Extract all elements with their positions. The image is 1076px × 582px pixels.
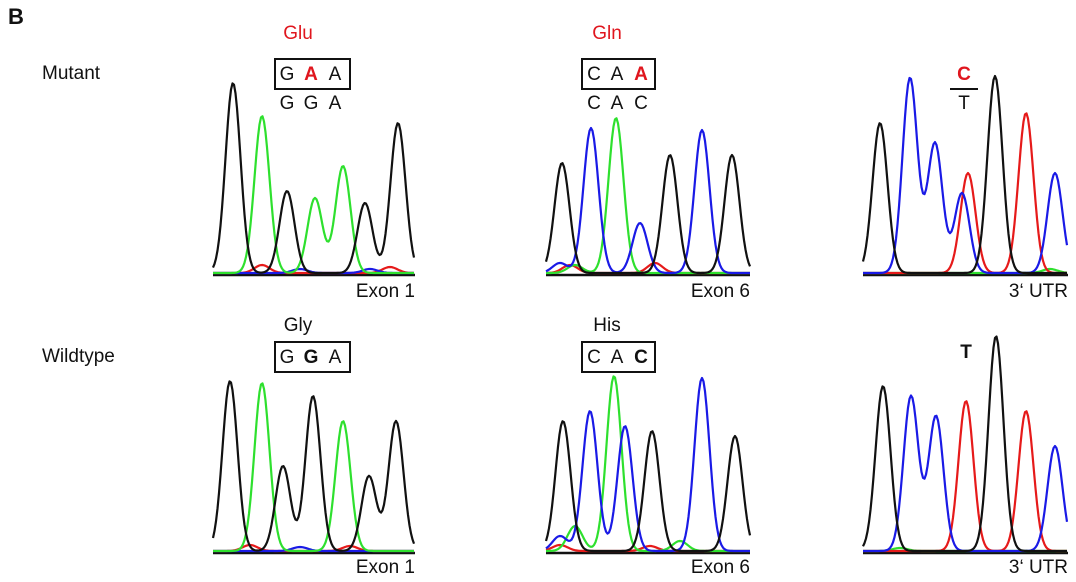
trace [546,421,750,551]
region-label: Exon 1 [356,557,415,578]
reference-base: G [304,93,319,114]
reference-base: T [958,93,970,114]
codon-base: A [329,347,342,368]
panel-label: B [8,4,24,29]
region-label: Exon 1 [356,281,415,302]
codon-base: C [587,64,601,85]
reference-base: G [280,93,295,114]
base: T [960,342,972,363]
variant-base: C [957,64,971,85]
region-label: 3‘ UTR [1009,281,1068,302]
codon-base: A [611,347,624,368]
codon-base: A [634,64,648,85]
region-label: Exon 6 [691,557,750,578]
reference-base: C [634,93,648,114]
codon-base: G [280,64,295,85]
codon-base: G [280,347,295,368]
amino-acid: Glu [283,23,313,44]
reference-base: A [329,93,342,114]
reference-base: A [611,93,624,114]
trace [863,401,1067,551]
codon-base: C [587,347,601,368]
trace [863,337,1067,552]
trace [213,381,414,550]
amino-acid: Gly [284,315,313,336]
codon-base: A [611,64,624,85]
row-label: Mutant [42,63,101,84]
trace [863,396,1067,552]
chromatograms [213,76,1068,553]
amino-acid: His [593,315,620,336]
reference-base: C [587,93,601,114]
region-label: 3‘ UTR [1009,557,1068,578]
amino-acid: Gln [592,23,622,44]
figure: B Mutant Wildtype Glu G A A G G A Exon 1… [0,0,1076,582]
codon-base: A [304,64,318,85]
codon-base: A [329,64,342,85]
region-label: Exon 6 [691,281,750,302]
trace [546,155,750,273]
codon-base: G [304,347,319,368]
trace [213,383,414,551]
codon-base: C [634,347,648,368]
row-label: Wildtype [42,346,115,367]
